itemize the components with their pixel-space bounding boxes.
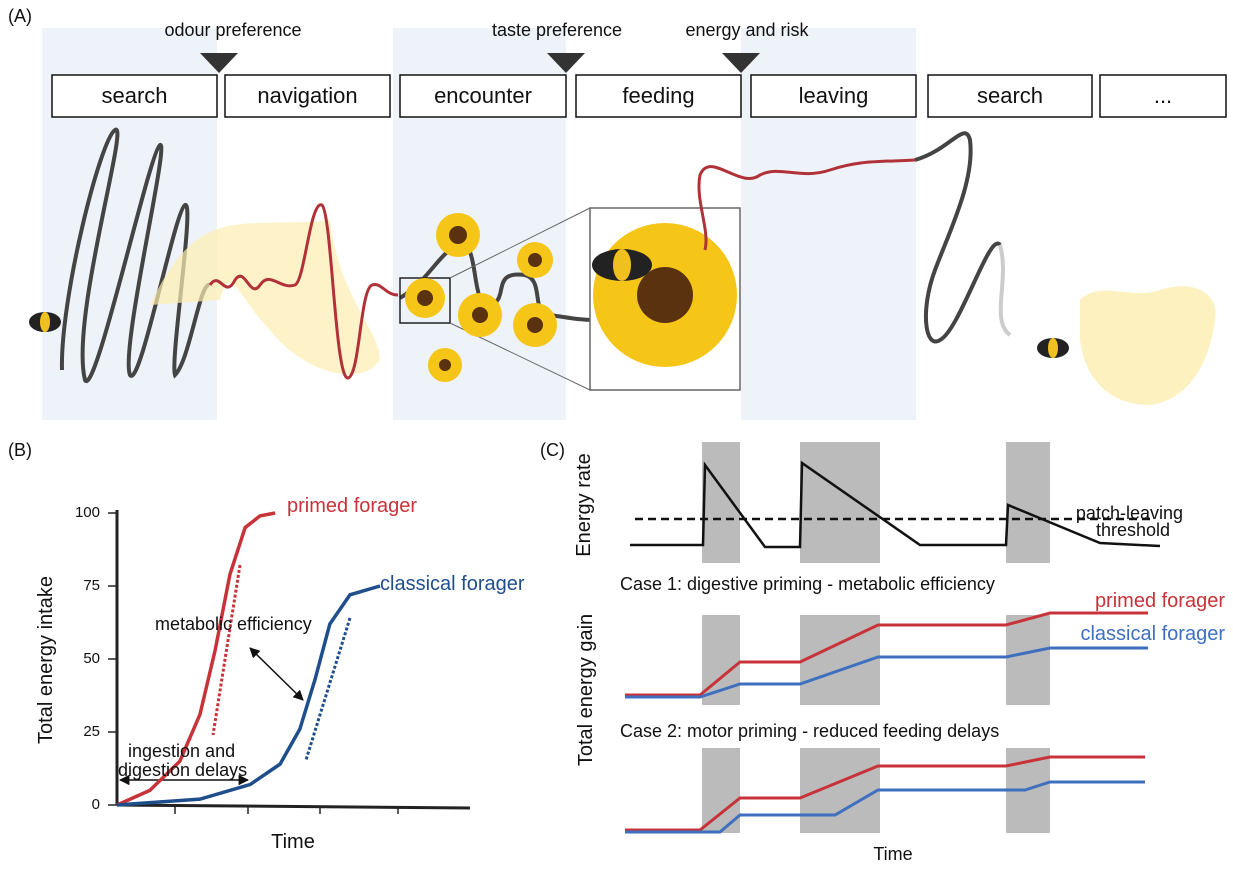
threshold-label: threshold: [1096, 520, 1170, 540]
arrow: [250, 648, 303, 700]
marker-label: energy and risk: [685, 20, 809, 40]
series-label: primed forager: [287, 495, 417, 517]
case-title: Case 2: motor priming - reduced feeding …: [620, 721, 999, 741]
annotation: metabolic efficiency: [155, 614, 312, 634]
annotation: ingestion and: [128, 741, 235, 761]
panel-c: (C) Energy rate patch-leaving threshold …: [540, 440, 1225, 864]
figure: (A) odour preference taste preference en…: [0, 0, 1233, 866]
annotation: digestion delays: [118, 760, 247, 780]
feeding-bouts: [702, 442, 1050, 833]
stage-label: search: [977, 83, 1043, 108]
stage-label: navigation: [257, 83, 357, 108]
x-label: Time: [271, 831, 315, 853]
stage-label: feeding: [622, 83, 694, 108]
panel-b: (B) 0 25 50 75 100 Total energy intake Time prim…: [8, 440, 525, 853]
legend-label: classical forager: [1080, 623, 1225, 645]
stage-label: ...: [1154, 83, 1172, 108]
y-tick-label: 75: [83, 577, 100, 594]
marker-label: odour preference: [164, 20, 301, 40]
y-label: Total energy gain: [575, 614, 597, 766]
y-label: Energy rate: [573, 453, 595, 556]
panel-a: (A) odour preference taste preference en…: [8, 6, 1226, 420]
stage-label: encounter: [434, 83, 532, 108]
stage-label: leaving: [799, 83, 869, 108]
y-tick-label: 0: [92, 796, 100, 813]
panel-label: (C): [540, 440, 565, 460]
panel-label: (A): [8, 6, 32, 26]
y-label: Total energy intake: [35, 576, 57, 744]
y-tick-label: 50: [83, 650, 100, 667]
y-tick-label: 100: [75, 504, 100, 521]
x-axis: [117, 805, 470, 808]
panel-label: (B): [8, 440, 32, 460]
flight-path: [915, 133, 1000, 341]
series-label: classical forager: [380, 573, 525, 595]
flight-path: [1000, 245, 1010, 335]
stage-label: search: [101, 83, 167, 108]
case-title: Case 1: digestive priming - metabolic ef…: [620, 574, 995, 594]
y-tick-label: 25: [83, 723, 100, 740]
odour-plume: [1080, 286, 1216, 405]
legend-label: primed forager: [1095, 590, 1225, 612]
x-label: Time: [873, 844, 912, 864]
marker-label: taste preference: [492, 20, 622, 40]
